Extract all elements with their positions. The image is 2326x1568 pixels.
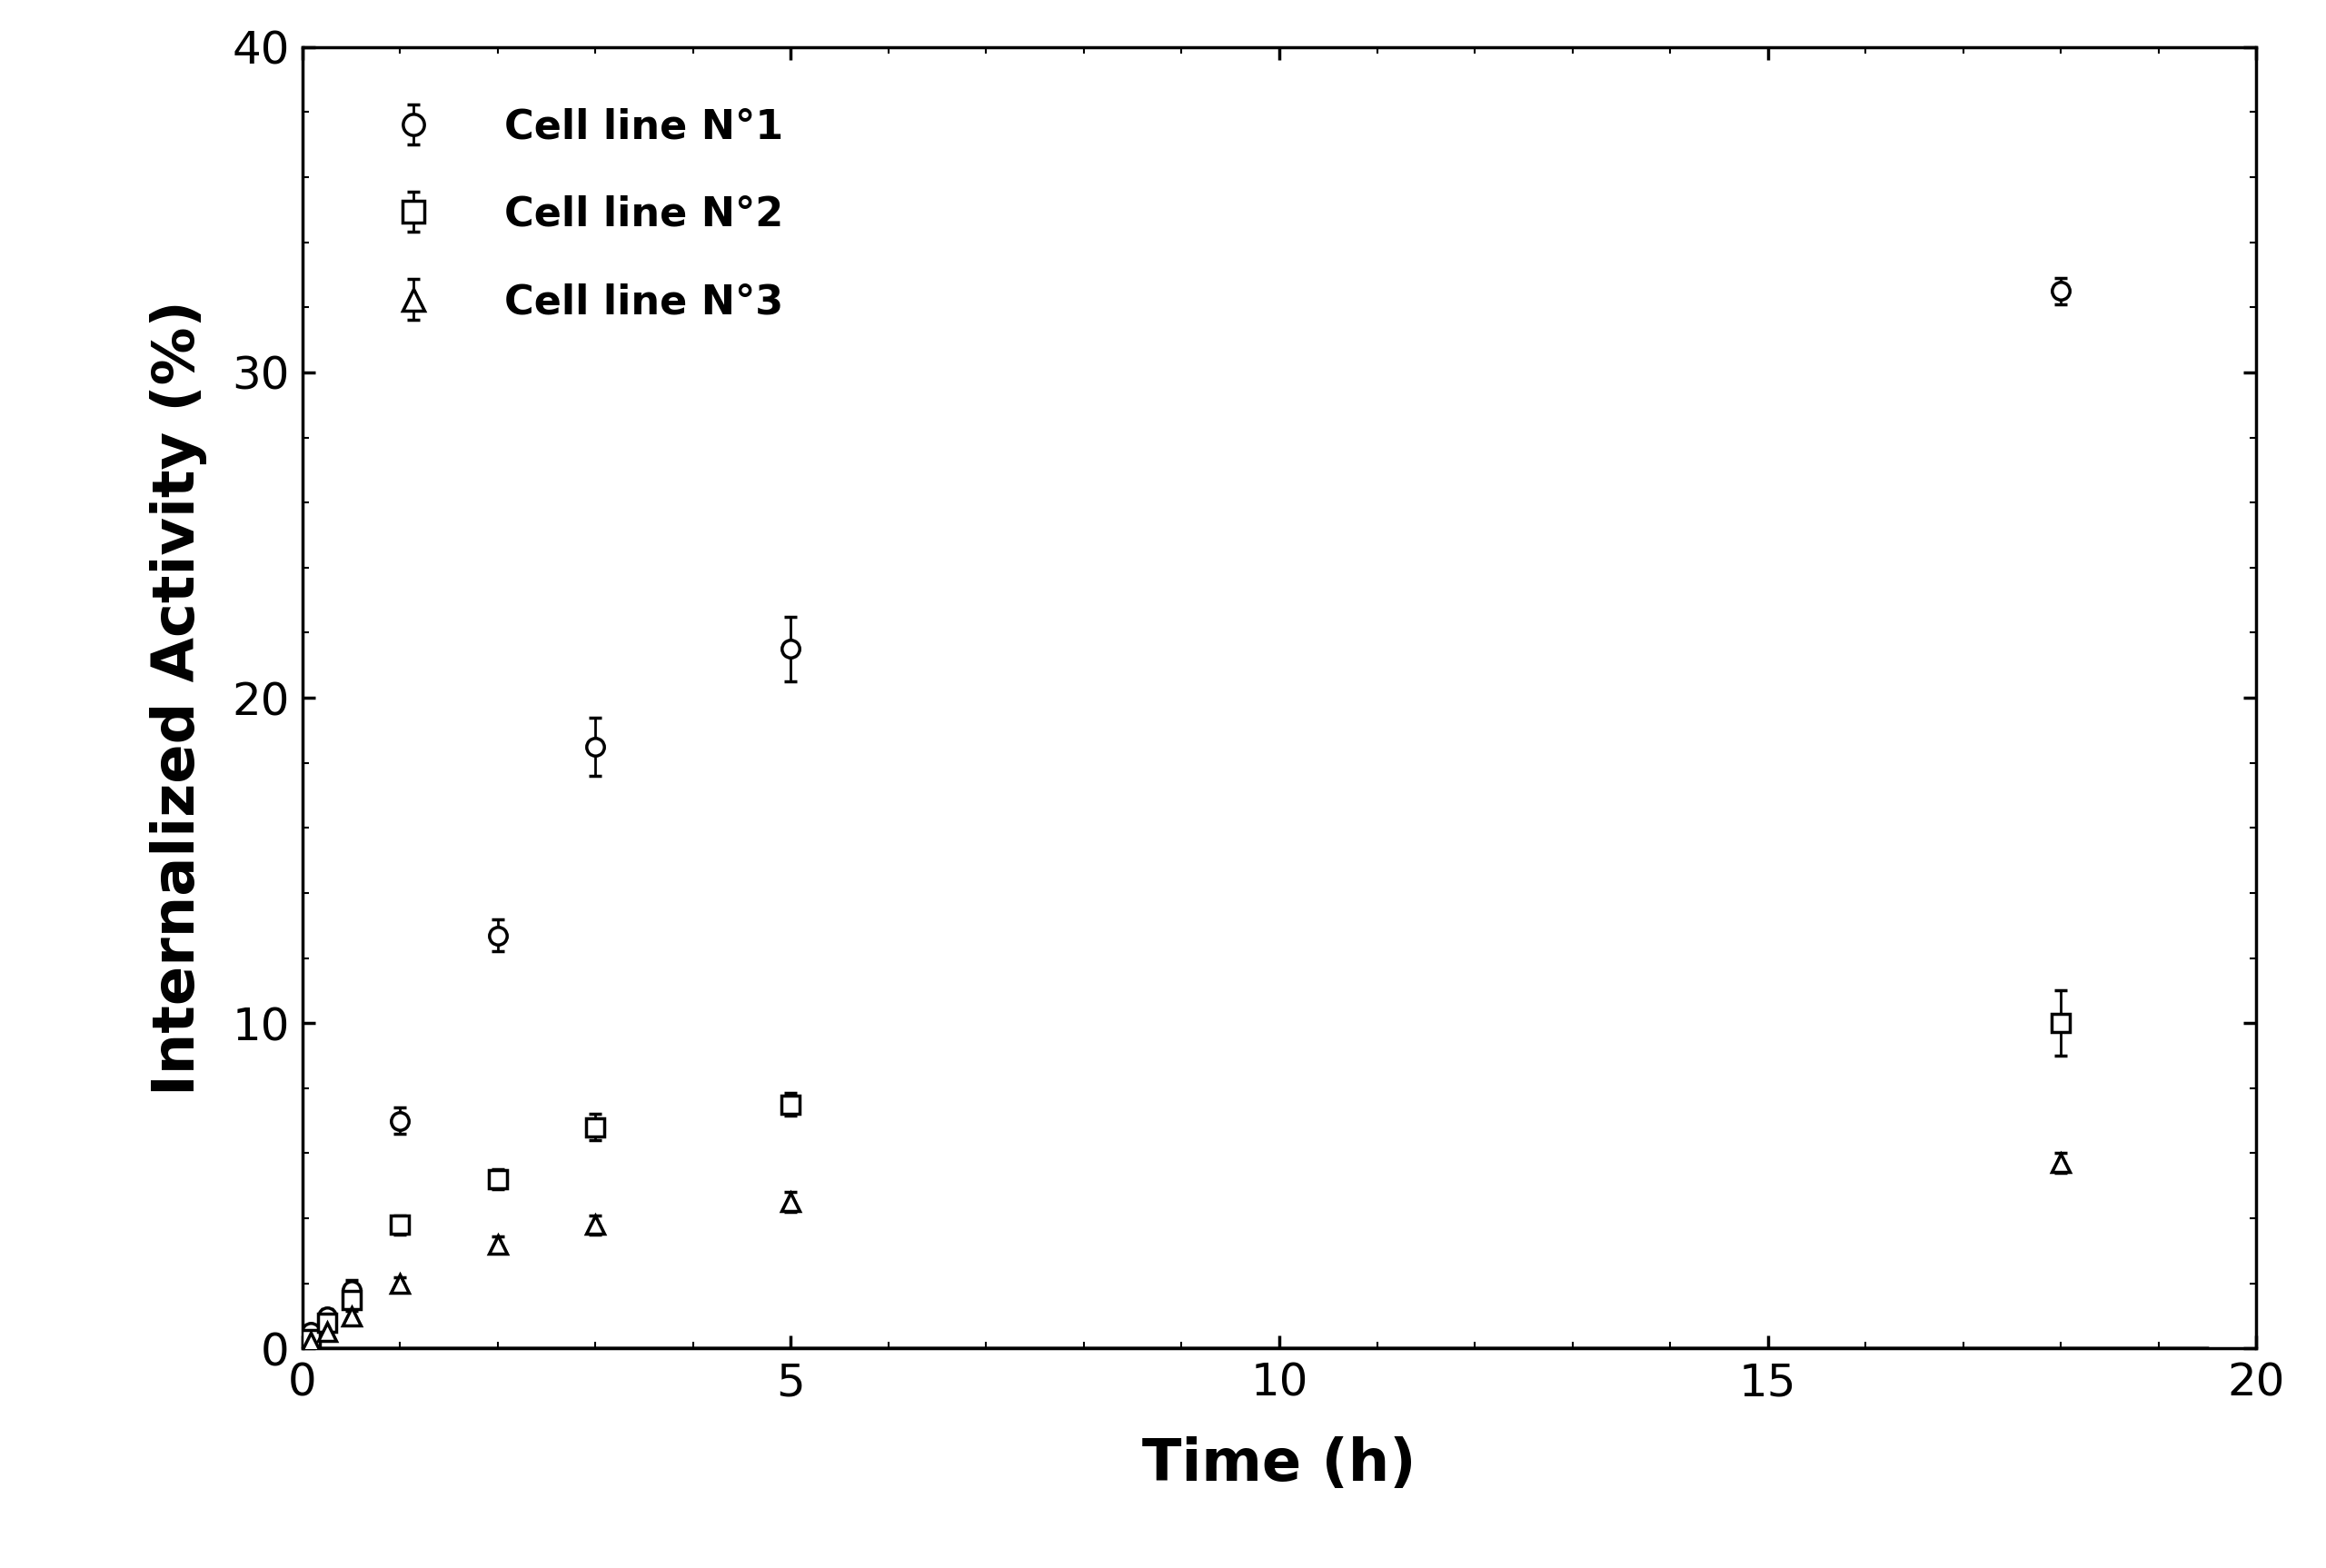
Y-axis label: Internalized Activity (%): Internalized Activity (%)	[149, 299, 207, 1096]
Legend: Cell line N°1, Cell line N°2, Cell line N°3: Cell line N°1, Cell line N°2, Cell line …	[323, 67, 823, 362]
X-axis label: Time (h): Time (h)	[1142, 1436, 1417, 1493]
